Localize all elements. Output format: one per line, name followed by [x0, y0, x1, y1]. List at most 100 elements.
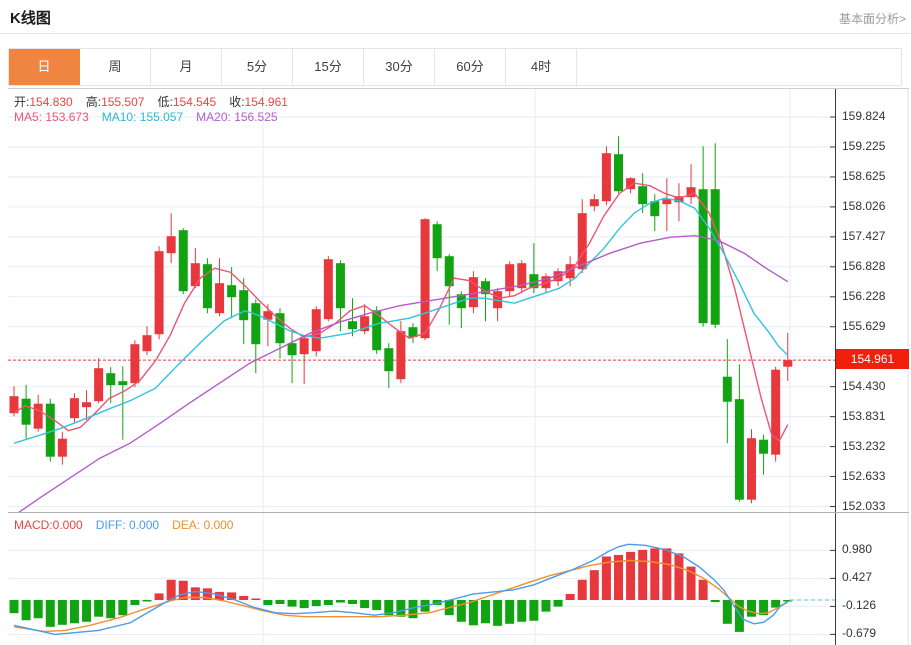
- candle: [263, 311, 273, 320]
- ohlc-row: 开:154.830 高:155.507 低:154.545 收:154.961: [14, 93, 301, 110]
- ma5-label: MA5:: [14, 110, 43, 124]
- close-value: 154.961: [244, 95, 288, 109]
- low-value: 154.545: [172, 95, 217, 109]
- macd-bar: [166, 579, 176, 600]
- candle: [166, 236, 176, 254]
- macd-bar: [493, 600, 503, 626]
- ma20-line: [16, 234, 789, 513]
- macd-bar: [734, 600, 744, 632]
- tab-15分[interactable]: 15分: [293, 49, 364, 85]
- macd-bar: [372, 600, 382, 611]
- tab-60分[interactable]: 60分: [435, 49, 506, 85]
- main-chart-panel: 开:154.830 高:155.507 低:154.545 收:154.961 MA5…: [8, 88, 909, 513]
- candle: [251, 303, 261, 345]
- macd-bar: [275, 600, 285, 605]
- tab-4时[interactable]: 4时: [506, 49, 577, 85]
- macd-bar: [335, 600, 345, 603]
- macd-bar: [686, 566, 696, 600]
- ma20-value: 156.525: [234, 110, 278, 124]
- macd-bar: [154, 593, 164, 600]
- price-axis-label: 158.026: [842, 198, 886, 213]
- macd-panel: MACD:0.000 DIFF: 0.000 DEA: 0.000: [8, 512, 909, 645]
- candle: [481, 281, 491, 295]
- macd-bar: [202, 588, 212, 600]
- candle: [275, 313, 285, 344]
- candle: [154, 251, 164, 335]
- candle: [686, 187, 696, 198]
- macd-bar: [589, 570, 599, 600]
- macd-bar: [698, 579, 708, 600]
- macd-label: MACD:: [14, 518, 53, 532]
- candle: [408, 327, 418, 338]
- page-title: K线图: [10, 10, 51, 27]
- candle: [299, 338, 309, 355]
- tab-日[interactable]: 日: [9, 49, 80, 85]
- macd-bar: [118, 600, 128, 616]
- candle: [698, 189, 708, 324]
- ma10-line: [13, 197, 789, 444]
- candle: [69, 398, 79, 419]
- macd-chart-canvas[interactable]: [8, 513, 909, 645]
- ma5-line: [13, 182, 789, 442]
- macd-bar: [396, 600, 406, 617]
- macd-bar: [468, 600, 478, 626]
- candle: [759, 439, 769, 454]
- candle: [202, 264, 212, 309]
- candle: [468, 277, 478, 308]
- candle: [21, 398, 31, 425]
- macd-bar: [360, 600, 370, 609]
- page-header: K线图 基本面分析>: [0, 0, 911, 34]
- open-value: 154.830: [29, 95, 73, 109]
- candle: [783, 360, 793, 367]
- macd-bar: [33, 600, 43, 619]
- tab-30分[interactable]: 30分: [364, 49, 435, 85]
- dea-label: DEA:: [172, 518, 201, 532]
- price-axis-label: 156.828: [842, 258, 886, 273]
- macd-bar: [746, 600, 756, 617]
- macd-bar: [384, 600, 394, 616]
- macd-bar: [517, 600, 527, 622]
- candle: [82, 402, 92, 408]
- tab-周[interactable]: 周: [80, 49, 151, 85]
- macd-bar: [529, 600, 539, 621]
- candle: [529, 274, 539, 289]
- tab-5分[interactable]: 5分: [222, 49, 293, 85]
- candle: [287, 343, 297, 356]
- macd-bar: [227, 592, 237, 600]
- macd-bar: [650, 548, 660, 600]
- candle: [577, 213, 587, 270]
- candle: [734, 399, 744, 500]
- price-axis-label: 153.232: [842, 438, 886, 453]
- candle: [57, 438, 67, 457]
- candle: [227, 285, 237, 298]
- candle: [626, 178, 636, 190]
- candle: [674, 196, 684, 203]
- candlestick-chart-canvas[interactable]: [8, 89, 909, 513]
- candle: [130, 344, 140, 384]
- candle: [722, 376, 732, 402]
- macd-bar: [505, 600, 515, 624]
- macd-axis-label: 0.980: [842, 542, 873, 557]
- candle: [432, 224, 442, 259]
- macd-bar: [553, 600, 563, 607]
- price-axis-label: 156.228: [842, 288, 886, 303]
- macd-legend-row: MACD:0.000 DIFF: 0.000 DEA: 0.000: [14, 518, 246, 532]
- macd-bar: [239, 595, 249, 600]
- candle: [190, 263, 200, 287]
- fundamental-analysis-link[interactable]: 基本面分析>: [838, 12, 906, 26]
- macd-bar: [481, 600, 491, 624]
- candle: [638, 186, 648, 205]
- candle: [662, 199, 672, 205]
- price-axis-label: 154.430: [842, 378, 886, 393]
- macd-bar: [94, 600, 104, 617]
- price-axis-label: 157.427: [842, 228, 886, 243]
- candle: [9, 396, 19, 414]
- macd-bar: [21, 600, 31, 621]
- candle: [565, 264, 575, 279]
- dea-value: 0.000: [203, 518, 234, 532]
- candle: [746, 438, 756, 500]
- tab-月[interactable]: 月: [151, 49, 222, 85]
- candle: [505, 264, 515, 292]
- macd-axis-label: -0.679: [842, 626, 877, 641]
- macd-bar: [178, 580, 188, 600]
